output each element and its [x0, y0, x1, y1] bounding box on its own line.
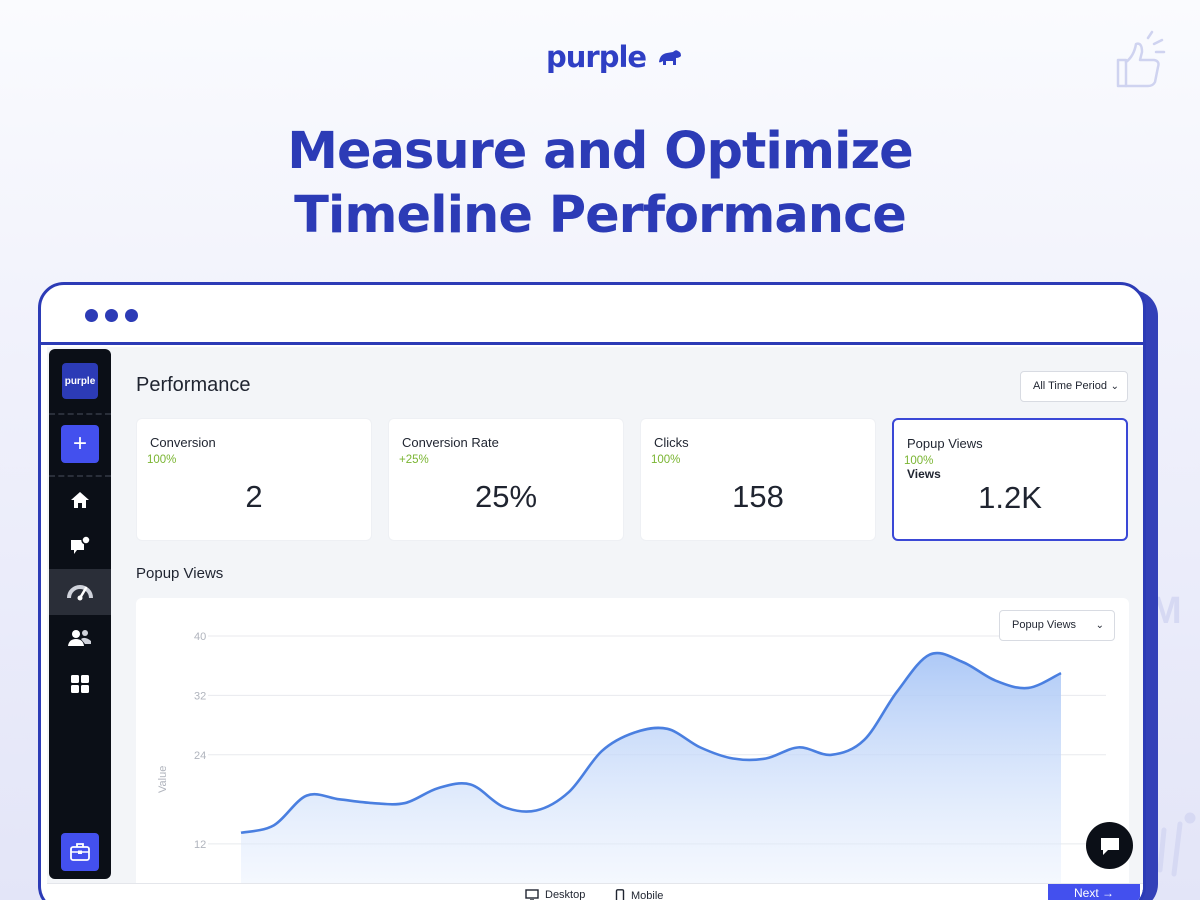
briefcase-icon: [70, 843, 90, 861]
stat-change: 100%: [651, 454, 681, 466]
y-tick-label: 32: [194, 690, 206, 702]
y-tick-label: 40: [194, 631, 206, 643]
time-period-select[interactable]: All Time Period ⌄: [1020, 371, 1128, 402]
stat-value: 2: [245, 479, 263, 514]
headline: Measure and Optimize Timeline Performanc…: [0, 120, 1200, 248]
stat-change: +25%: [399, 454, 429, 466]
headline-line-1: Measure and Optimize: [287, 122, 914, 181]
chat-launcher-button[interactable]: [1086, 822, 1133, 869]
stat-sublabel: Views: [907, 467, 941, 481]
window-dots: [85, 309, 138, 322]
sidebar-item-home[interactable]: [49, 477, 111, 523]
preview-bottom-bar: Desktop Mobile Next →: [47, 883, 1143, 900]
stat-value: 158: [732, 479, 784, 514]
window-dot: [125, 309, 138, 322]
stat-label: Conversion: [150, 435, 216, 450]
stat-value: 1.2K: [978, 480, 1042, 515]
home-icon: [71, 492, 89, 508]
stat-card-clicks[interactable]: Clicks 100% 158: [640, 418, 876, 541]
y-axis-label: Value: [157, 766, 169, 793]
headline-line-2: Timeline Performance: [294, 186, 907, 245]
decorative-squiggle-icon: [1157, 812, 1196, 877]
window-dot: [105, 309, 118, 322]
app-container: purple +: [47, 347, 1143, 900]
sidebar: purple +: [49, 349, 111, 879]
stat-value: 25%: [474, 479, 538, 514]
chart-metric-value: Popup Views: [1012, 619, 1077, 631]
monitor-icon: [525, 889, 539, 900]
sidebar-item-messages[interactable]: [49, 523, 111, 569]
brand-logo-text: purple: [546, 40, 647, 74]
time-period-value: All Time Period: [1033, 380, 1107, 392]
stat-card-popup-views[interactable]: Popup Views 100% Views 1.2K: [892, 418, 1128, 541]
sidebar-item-apps[interactable]: [49, 661, 111, 707]
thumbs-up-decoration-icon: [1116, 30, 1166, 88]
bear-icon: [659, 50, 682, 65]
chart-card: 012243240 Value Popup Views ⌄: [136, 598, 1129, 898]
y-tick-label: 24: [194, 750, 206, 762]
sidebar-item-audience[interactable]: [49, 615, 111, 661]
stat-label: Popup Views: [907, 436, 983, 451]
users-icon: [68, 630, 91, 646]
window-dot: [85, 309, 98, 322]
device-option-mobile-label: Mobile: [631, 889, 664, 900]
next-button[interactable]: Next →: [1048, 884, 1140, 900]
sidebar-divider: [49, 475, 111, 477]
chart-section-title: Popup Views: [136, 565, 224, 582]
popup-views-chart: 012243240 Value: [157, 631, 1106, 898]
add-button[interactable]: +: [61, 425, 99, 463]
stat-change: 100%: [904, 455, 934, 467]
grid-icon: [71, 675, 89, 693]
device-option-mobile[interactable]: Mobile: [615, 889, 663, 900]
sidebar-divider: [49, 413, 111, 415]
gauge-icon: [67, 585, 93, 601]
sidebar-logo[interactable]: purple: [62, 363, 98, 399]
stat-change: 100%: [147, 454, 177, 466]
phone-icon: [615, 889, 625, 900]
chat-icon: [1100, 837, 1119, 855]
chat-bubble-icon: [71, 535, 91, 554]
y-tick-label: 12: [194, 839, 206, 851]
device-option-desktop-label: Desktop: [545, 889, 586, 900]
chevron-down-icon: ⌄: [1110, 381, 1119, 392]
brand-logo: purple: [546, 40, 683, 74]
stat-label: Clicks: [654, 435, 689, 450]
device-option-desktop[interactable]: Desktop: [525, 889, 585, 900]
chevron-down-icon: ⌄: [1095, 620, 1104, 631]
browser-titlebar: [41, 285, 1143, 345]
stat-card-conversion[interactable]: Conversion 100% 2: [136, 418, 372, 541]
chart-metric-select[interactable]: Popup Views ⌄: [999, 610, 1115, 641]
sidebar-briefcase-button[interactable]: [61, 833, 99, 871]
stat-label: Conversion Rate: [402, 435, 499, 450]
browser-window: purple +: [38, 282, 1146, 900]
stat-card-conversion-rate[interactable]: Conversion Rate +25% 25%: [388, 418, 624, 541]
chart-series-line: [240, 651, 1062, 835]
page-title: Performance: [136, 374, 251, 396]
chart-area-fill: [241, 653, 1061, 898]
sidebar-item-performance[interactable]: [49, 569, 111, 615]
